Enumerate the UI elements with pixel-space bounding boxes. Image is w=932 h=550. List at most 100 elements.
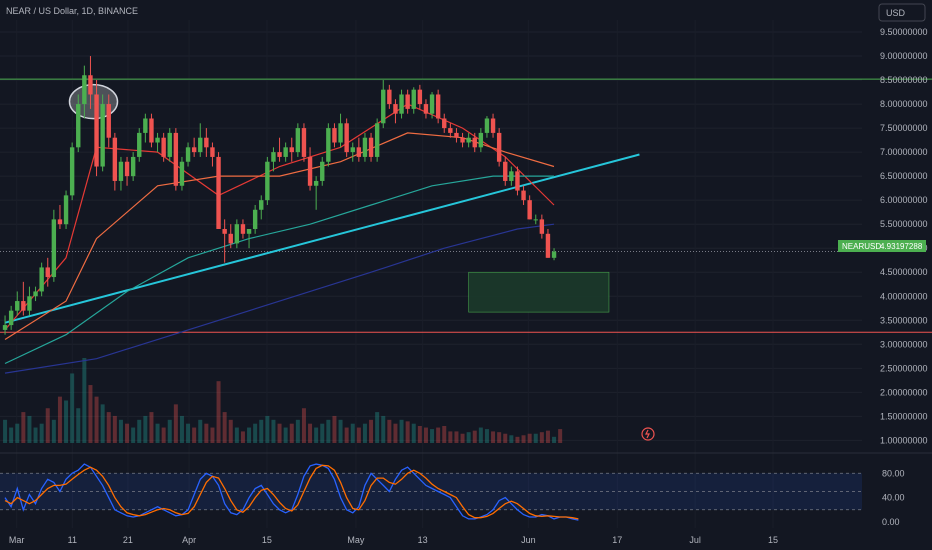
candle-body xyxy=(283,147,288,157)
price-tick-label: 2.00000000 xyxy=(880,387,928,397)
candle xyxy=(45,257,50,287)
candle-body xyxy=(350,147,355,153)
candle-body xyxy=(344,123,349,153)
stoch-line xyxy=(4,464,579,520)
candle xyxy=(15,291,20,316)
volume-bar xyxy=(344,427,349,443)
candle-body xyxy=(143,118,148,133)
candle xyxy=(417,84,423,109)
candle-body xyxy=(545,233,551,258)
candle-body xyxy=(204,137,209,148)
replay-icon[interactable] xyxy=(641,427,655,441)
volume-bar xyxy=(515,436,520,443)
candle-body xyxy=(356,147,362,157)
volume-bar xyxy=(533,433,538,443)
volume-bar xyxy=(356,427,361,443)
candle xyxy=(533,214,538,225)
volume-bar xyxy=(222,412,227,443)
price-tick-label: 9.00000000 xyxy=(880,51,928,61)
candles xyxy=(2,56,557,335)
volume-bar xyxy=(137,419,142,443)
candle xyxy=(448,123,453,138)
volume-bar xyxy=(167,419,172,443)
volume-bar xyxy=(112,415,117,443)
candle-body xyxy=(490,118,496,133)
candle-body xyxy=(21,301,26,311)
candle xyxy=(362,132,368,162)
candle-body xyxy=(301,128,307,157)
candle xyxy=(2,315,8,335)
volume-bar xyxy=(442,426,447,443)
candle-body xyxy=(15,301,20,311)
volume-bar xyxy=(454,431,459,443)
grid xyxy=(0,20,932,528)
candle-body xyxy=(381,89,386,124)
volume-bar xyxy=(253,423,258,443)
candle xyxy=(118,156,124,191)
volume-bar xyxy=(33,427,38,443)
volume-bar xyxy=(375,412,380,443)
price-tick-label: 4.50000000 xyxy=(880,267,928,277)
candle xyxy=(356,137,362,162)
time-tick-label: May xyxy=(347,535,365,545)
highlight-circle xyxy=(68,83,119,120)
candle xyxy=(137,128,142,162)
target-zone xyxy=(468,271,610,313)
volume-bar xyxy=(21,412,26,443)
price-tick-label: 7.50000000 xyxy=(880,123,928,133)
volume-bar xyxy=(289,423,294,443)
volume-bar xyxy=(411,423,416,443)
candle xyxy=(246,228,252,249)
candle xyxy=(313,176,319,210)
candle-body xyxy=(429,94,435,114)
candle-body xyxy=(405,94,410,109)
candle xyxy=(338,113,343,148)
volume-bar xyxy=(320,423,325,443)
time-tick-label: 17 xyxy=(612,535,622,545)
candle xyxy=(368,132,374,162)
volume-bar xyxy=(314,427,319,443)
currency-button[interactable]: USD xyxy=(878,3,926,22)
candle xyxy=(204,128,209,157)
candle xyxy=(405,89,410,114)
volume-bar xyxy=(179,415,184,443)
candle xyxy=(21,281,26,316)
volume-bar xyxy=(155,423,160,443)
volume-bar xyxy=(94,396,99,443)
candle xyxy=(435,89,441,124)
candle xyxy=(423,99,429,119)
candle xyxy=(496,128,502,167)
candle xyxy=(411,87,416,114)
candle-body xyxy=(252,209,258,229)
chart-title: NEAR / US Dollar, 1D, BINANCE xyxy=(6,6,138,16)
price-tick-label: 6.00000000 xyxy=(880,195,928,205)
candle xyxy=(112,132,118,191)
candle xyxy=(88,56,93,109)
candle xyxy=(466,132,471,148)
candle xyxy=(167,128,172,162)
candle-body xyxy=(362,137,368,157)
candle-body xyxy=(39,267,44,292)
volume-bar xyxy=(539,432,544,443)
time-tick-label: 15 xyxy=(262,535,272,545)
candle-body xyxy=(472,137,477,148)
stoch-line xyxy=(4,463,579,521)
volume-bar xyxy=(283,427,288,443)
candle-body xyxy=(51,219,57,278)
candle-body xyxy=(460,137,465,143)
volume-bar xyxy=(82,358,87,443)
volume-bar xyxy=(57,396,62,443)
candle-body xyxy=(374,123,380,157)
volume-bar xyxy=(521,435,526,443)
candle xyxy=(289,137,294,162)
volume-bar xyxy=(106,412,111,443)
candle xyxy=(106,94,111,148)
volume-bars xyxy=(3,358,563,443)
candle-body xyxy=(234,224,240,244)
candle xyxy=(63,190,69,229)
volume-bar xyxy=(338,419,343,443)
volume-bar xyxy=(509,435,514,443)
candle xyxy=(454,128,459,143)
candle xyxy=(82,65,87,119)
